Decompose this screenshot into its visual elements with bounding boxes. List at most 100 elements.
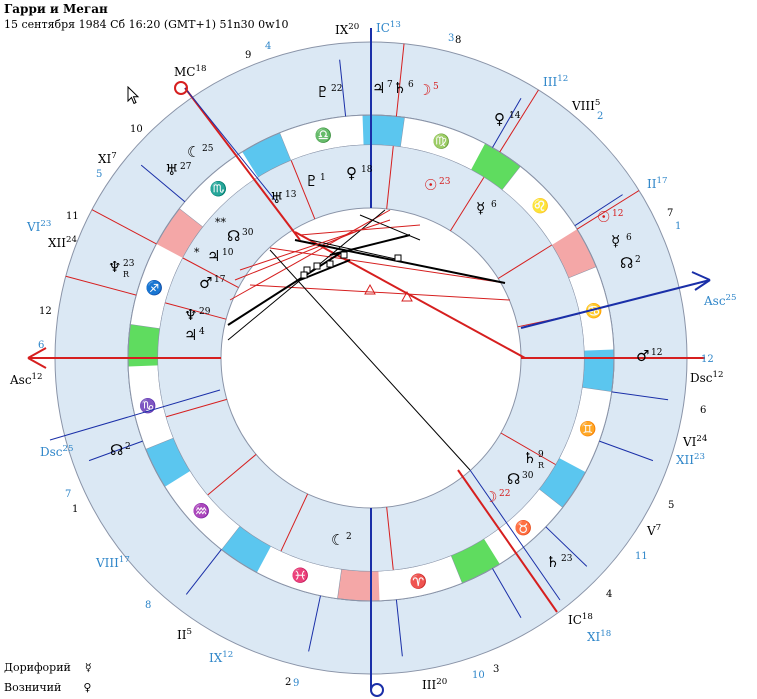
planet-degree: 9 — [538, 450, 544, 460]
venus-icon: ♀ — [83, 681, 92, 694]
house-cusp-label: XI18 — [587, 629, 611, 644]
house-cusp-line — [185, 549, 222, 595]
house-cusp-line — [290, 160, 316, 220]
planet-icon: ♇ — [316, 83, 329, 101]
planet-degree: 18 — [361, 165, 373, 175]
retrograde-marker: R — [123, 270, 130, 279]
zodiac-sign-icon: ♌ — [532, 197, 549, 214]
planet-degree: 1 — [320, 173, 326, 183]
aspect-line — [299, 259, 351, 281]
aspect-line — [249, 284, 511, 301]
aspect-trine-icon — [364, 283, 376, 295]
house-cusp-label: VI24 — [682, 434, 708, 449]
aspect-square-icon — [340, 251, 348, 259]
house-cusp-line — [576, 190, 640, 230]
planet-degree: 2 — [125, 442, 131, 452]
chart-title: Гарри и Меган — [4, 2, 108, 16]
planet-degree: 17 — [214, 275, 226, 285]
planet-icon: ☽ — [484, 488, 497, 506]
house-number: 7 — [667, 208, 673, 219]
ic-top-label: IC13 — [376, 20, 401, 35]
planet-degree: 23 — [561, 554, 573, 564]
zodiac-sign-icon: ♒ — [193, 503, 210, 520]
house-cusp-label: VI23 — [26, 219, 51, 234]
house-cusp-label: IX20 — [335, 22, 359, 37]
aspect-line — [309, 239, 401, 261]
planet-degree: 27 — [180, 162, 192, 172]
aspect-line — [269, 247, 506, 284]
planet-degree: 6 — [491, 200, 497, 210]
planet-degree: 6 — [408, 80, 414, 90]
house-number: 2 — [597, 111, 603, 122]
house-cusp-label: V7 — [646, 523, 661, 538]
house-number: 6 — [38, 340, 44, 351]
house-cusp-label: II5 — [177, 627, 192, 642]
house-number: 4 — [265, 41, 271, 52]
planet-degree: 2 — [346, 532, 352, 542]
house-number: 11 — [66, 211, 79, 222]
asc-left-label: Asc12 — [9, 372, 43, 387]
planet-degree: 4 — [199, 327, 205, 337]
legend: Дорифорий ☿ Возничий ♀ — [4, 658, 92, 698]
house-cusp-line — [492, 97, 522, 148]
house-cusp-line — [91, 209, 157, 245]
planet-icon: ♂ — [199, 274, 212, 292]
planet-icon: ♂ — [636, 347, 649, 365]
marker-label: ** — [215, 216, 227, 229]
house-number: 12 — [701, 354, 714, 365]
planet-degree: 25 — [202, 144, 214, 154]
planet-degree: 12 — [651, 348, 662, 358]
planet-icon: ♃ — [372, 79, 385, 97]
house-cusp-label: IX12 — [209, 650, 233, 665]
asc-arrow-icon — [691, 271, 711, 291]
planet-icon: ♇ — [305, 172, 318, 190]
zodiac-sign-icon: ♓ — [292, 567, 309, 584]
house-number: 6 — [700, 405, 706, 416]
house-number: 11 — [635, 551, 648, 562]
house-cusp-label: XI7 — [98, 151, 117, 166]
planet-degree: 29 — [199, 307, 211, 317]
planet-icon: ☾ — [187, 143, 200, 161]
house-cusp-line — [611, 391, 669, 401]
aspect-square-icon — [326, 260, 334, 268]
ic-axis-line — [469, 469, 561, 601]
house-number: 8 — [455, 35, 461, 46]
chart-subtitle: 15 сентября 1984 Сб 16:20 (GMT+1) 51n30 … — [4, 18, 289, 31]
aspect-trine-icon — [401, 290, 413, 302]
zodiac-sign-icon: ♎ — [315, 127, 332, 144]
zodiac-sign-icon: ♈ — [410, 573, 427, 590]
planet-icon: ☽ — [418, 81, 431, 99]
chart-axes — [27, 28, 711, 697]
house-cusp-label: VIII17 — [95, 555, 130, 570]
zodiac-sign-icon: ♑ — [139, 397, 156, 414]
house-number: 12 — [39, 306, 52, 317]
planet-degree: 14 — [509, 111, 521, 121]
planet-icon: ☉ — [597, 208, 610, 226]
asc-right-label: Asc25 — [703, 293, 737, 308]
house-cusp-label: VIII5 — [571, 98, 600, 113]
planet-degree: 22 — [331, 84, 342, 94]
house-cusp-line — [308, 595, 321, 652]
chart-labels: Asc12 Asc25 Dsc12 Dsc25 MC18 IC13 IC18 IX20 III1… — [9, 20, 737, 692]
planet-icon: ☿ — [611, 232, 620, 250]
house-cusp-line — [140, 164, 186, 203]
aspect-square-icon — [313, 262, 321, 270]
ic-bottom-label: IC18 — [568, 612, 593, 627]
house-cusp-line — [65, 275, 137, 296]
planet-icon: ☿ — [476, 199, 485, 217]
house-cusp-line — [500, 432, 556, 465]
aspect-circle — [220, 207, 522, 509]
house-cusp-line — [574, 194, 623, 227]
planet-icon: ♆ — [108, 258, 121, 276]
house-cusp-line — [395, 43, 405, 117]
zodiac-sign-icon: ♍ — [433, 133, 450, 150]
house-number: 5 — [668, 500, 674, 511]
house-cusp-line — [386, 146, 394, 209]
mc-circle-icon — [174, 81, 188, 95]
mc-circle-icon — [370, 683, 384, 697]
house-cusp-line — [182, 257, 239, 289]
planet-icon: ♆ — [184, 306, 197, 324]
planet-degree: 30 — [242, 228, 254, 238]
house-number: 1 — [72, 504, 78, 515]
